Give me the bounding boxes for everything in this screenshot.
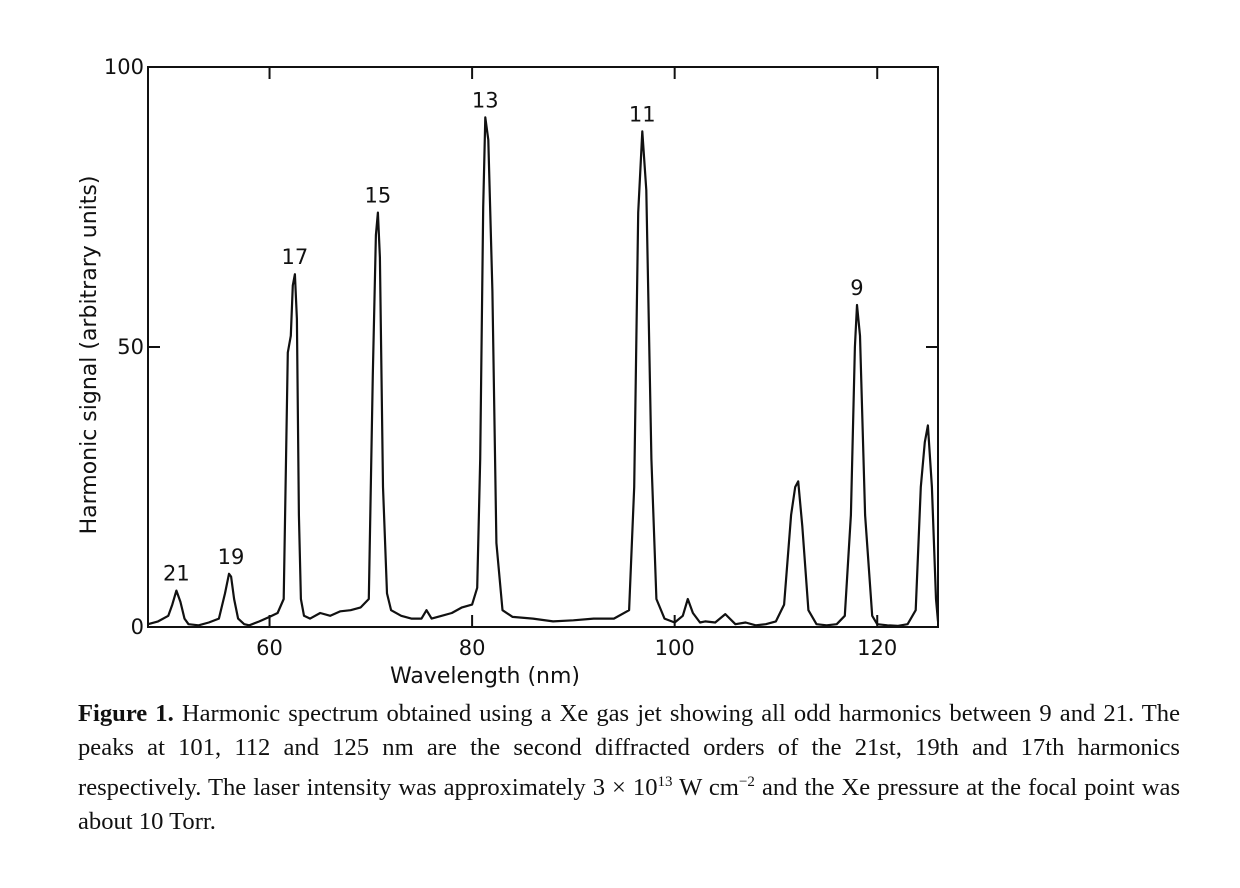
peak-label: 13: [472, 88, 499, 112]
peak-label: 9: [850, 276, 863, 300]
x-tick-label: 60: [256, 636, 283, 660]
y-tick-label: 100: [104, 55, 144, 79]
y-tick-label: 50: [117, 335, 144, 359]
y-axis-label: Harmonic signal (arbitrary units): [77, 176, 102, 535]
peak-label: 17: [281, 245, 308, 269]
caption-intensity-base: 3 × 10: [592, 774, 658, 802]
caption-unit: W cm: [672, 774, 739, 802]
caption-intensity-exp: 13: [657, 774, 673, 790]
peak-label: 15: [365, 184, 392, 208]
caption-line-4: 3 × 1013 W cm−2 and the Xe pressure at t…: [78, 774, 1180, 835]
chart: 60 80 100 120 0 50 100 21 19 17 15 13 11 9 Wavelengt…: [77, 55, 940, 689]
x-tick-label: 80: [459, 636, 486, 660]
tick-marks: [148, 66, 938, 628]
peak-label: 19: [218, 545, 245, 569]
peak-label: 11: [629, 102, 656, 126]
figure-caption: Figure 1. Harmonic spectrum obtained usi…: [78, 697, 1180, 839]
x-axis-label: Wavelength (nm): [390, 664, 580, 689]
plot-frame: [147, 66, 939, 628]
caption-line-2: between 9 and 21. The peaks at 101, 112 …: [78, 700, 1180, 761]
caption-line-3: the 21st, 19th and 17th harmonics respec…: [78, 734, 1180, 802]
x-tick-label: 120: [857, 636, 897, 660]
spectrum-line: [147, 116, 940, 627]
caption-pressure: and the Xe pressure at the focal point w…: [78, 774, 1181, 836]
caption-line-1: Harmonic spectrum obtained using a Xe ga…: [181, 700, 942, 727]
peak-label: 21: [163, 562, 190, 586]
y-tick-label: 0: [131, 615, 144, 639]
chart-svg: 60 80 100 120 0 50 100 21 19 17 15 13 11 9 Wavelengt…: [77, 55, 940, 689]
peak-labels: 21 19 17 15 13 11 9: [163, 88, 864, 585]
caption-label: Figure 1.: [78, 700, 174, 727]
x-tick-label: 100: [655, 636, 695, 660]
tick-labels: 60 80 100 120 0 50 100: [104, 55, 897, 660]
caption-unit-exp: −2: [738, 774, 755, 790]
